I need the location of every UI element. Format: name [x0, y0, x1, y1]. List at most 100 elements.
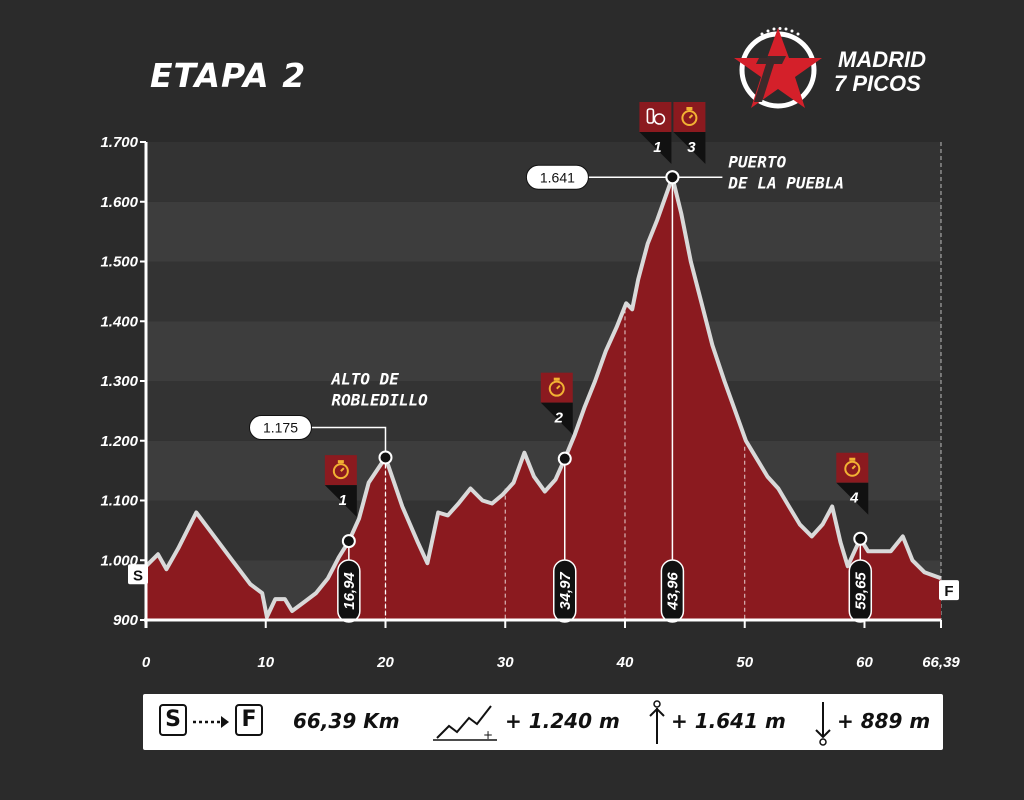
flag-pennant: [836, 482, 869, 515]
stopwatch-button: [849, 457, 856, 461]
stopwatch-button: [337, 460, 344, 464]
y-tick-label: 1.400: [100, 313, 138, 330]
stopwatch-button: [686, 107, 693, 110]
checkpoint-number: 4: [849, 490, 859, 507]
x-tick-label: 40: [616, 654, 634, 671]
checkpoint-number: 1: [339, 492, 347, 509]
stopwatch-ring: [681, 110, 698, 126]
km-pill-label: 16,94: [341, 572, 358, 610]
summary-start-box: S: [159, 704, 187, 736]
y-tick-label: 1.100: [100, 493, 138, 510]
km-pill-label: 43,96: [664, 572, 681, 611]
stage-title: ETAPA 2: [150, 56, 307, 95]
summary-distance: 66,39 Km: [293, 709, 400, 733]
summary-elevation-gain: + 1.240 m: [505, 709, 620, 733]
km-pill-label: 34,97: [557, 572, 574, 610]
flag-pennant: [540, 402, 573, 435]
start-box: [128, 564, 148, 585]
start-label: S: [133, 567, 143, 584]
checkpoint-number: 2: [554, 410, 564, 427]
x-tick-label: 66,39: [922, 654, 960, 671]
finish-box: [939, 580, 959, 601]
x-tick-label: 30: [497, 654, 514, 671]
stopwatch-icon: [548, 377, 565, 397]
chart-axes: 9001.0001.1001.2001.3001.4001.5001.6001.…: [100, 134, 960, 671]
svg-text:+: +: [483, 728, 493, 742]
peak-value-pill: [248, 414, 312, 440]
x-tick-label: 50: [736, 654, 753, 671]
background-band: [146, 201, 941, 262]
stopwatch-hand: [556, 384, 561, 390]
min-altitude-icon: [815, 702, 831, 746]
peak-name-line2: ROBLEDILLO: [331, 390, 428, 409]
stopwatch-icon: [844, 457, 861, 477]
checkpoint-flag: 3: [673, 102, 706, 164]
dotted-arrow-icon: [193, 716, 229, 728]
km-marker-dot: [341, 534, 356, 549]
peak-dot: [378, 450, 393, 465]
stopwatch-hand: [340, 467, 345, 472]
max-altitude-icon: [649, 700, 665, 744]
y-tick-label: 900: [113, 612, 139, 629]
peak-leader-line: [311, 426, 387, 458]
logo-line2: 7 PICOS: [834, 71, 921, 96]
checkpoint-number: 3: [687, 139, 696, 156]
stopwatch-button: [553, 377, 560, 381]
finish-label: F: [944, 583, 953, 600]
km-pill-label: 59,65: [852, 572, 869, 610]
flag-pennant: [639, 132, 672, 164]
y-tick-label: 1.200: [100, 433, 138, 450]
km-marker-dot: [557, 451, 572, 466]
x-tick-label: 60: [856, 654, 873, 671]
y-tick-label: 1.500: [100, 254, 138, 271]
food-drink-icon: [646, 108, 666, 125]
background-band: [146, 261, 941, 322]
summary-min-altitude: + 889 m: [837, 709, 931, 733]
x-tick-label: 20: [376, 654, 394, 671]
km-marker-dot: [853, 531, 868, 546]
x-tick-label: 10: [257, 654, 274, 671]
elevation-gain-icon: +: [433, 705, 497, 742]
checkpoint-flag: 1: [324, 455, 357, 518]
logo-line1: MADRID: [838, 47, 926, 72]
y-tick-label: 1.600: [100, 194, 138, 211]
summary-finish-box: F: [235, 704, 263, 736]
stopwatch-hand: [851, 465, 856, 470]
apple-shape: [653, 113, 666, 125]
peak-value-label: 1.175: [263, 419, 298, 435]
chart-labels: S F 1.175 ALTO DE ROBLEDILLO 1.641 PUERTO DE LA…: [128, 152, 959, 620]
peak-name-line2: DE LA PUEBLA: [727, 173, 844, 192]
km-pill: [660, 559, 685, 623]
y-tick-label: 1.700: [100, 134, 138, 151]
peak-name-line1: ALTO DE: [330, 369, 399, 388]
peak-dot: [665, 170, 680, 185]
peak-name-line1: PUERTO: [728, 152, 786, 171]
peak-value-label: 1.641: [540, 169, 575, 185]
x-tick-label: 0: [142, 654, 151, 671]
stopwatch-ring: [844, 460, 861, 477]
flag-pennant: [324, 485, 357, 518]
stopwatch-icon: [332, 460, 349, 480]
checkpoint-flag: 4: [836, 452, 869, 515]
stopwatch-icon: [681, 107, 698, 126]
km-pill: [553, 559, 577, 623]
checkpoint-flag: 1: [639, 102, 672, 164]
logo-stars: [760, 27, 800, 36]
checkpoint-flag: 2: [540, 372, 573, 435]
elevation-fill: [146, 177, 941, 621]
summary-max-altitude: + 1.641 m: [671, 709, 786, 733]
background-band: [146, 321, 941, 381]
km-pill: [337, 559, 361, 623]
stopwatch-hand: [688, 114, 694, 119]
checkpoint-number: 1: [653, 139, 661, 156]
stopwatch-ring: [332, 463, 349, 480]
km-pill: [848, 559, 873, 623]
stopwatch-ring: [548, 380, 565, 397]
y-tick-label: 1.300: [100, 373, 138, 390]
flag-pennant: [673, 132, 706, 164]
peak-value-pill: [525, 164, 589, 190]
bottle-shape: [646, 108, 655, 124]
km-markers: 16,94 1 34,97 2 43,96 1 3 59,65 4: [324, 102, 873, 623]
stage-summary-bar: S F 66,39 Km + + 1.240 m + 1.641 m + 889…: [143, 694, 943, 750]
madrid-7-picos-logo: MADRID 7 PICOS: [734, 27, 926, 109]
